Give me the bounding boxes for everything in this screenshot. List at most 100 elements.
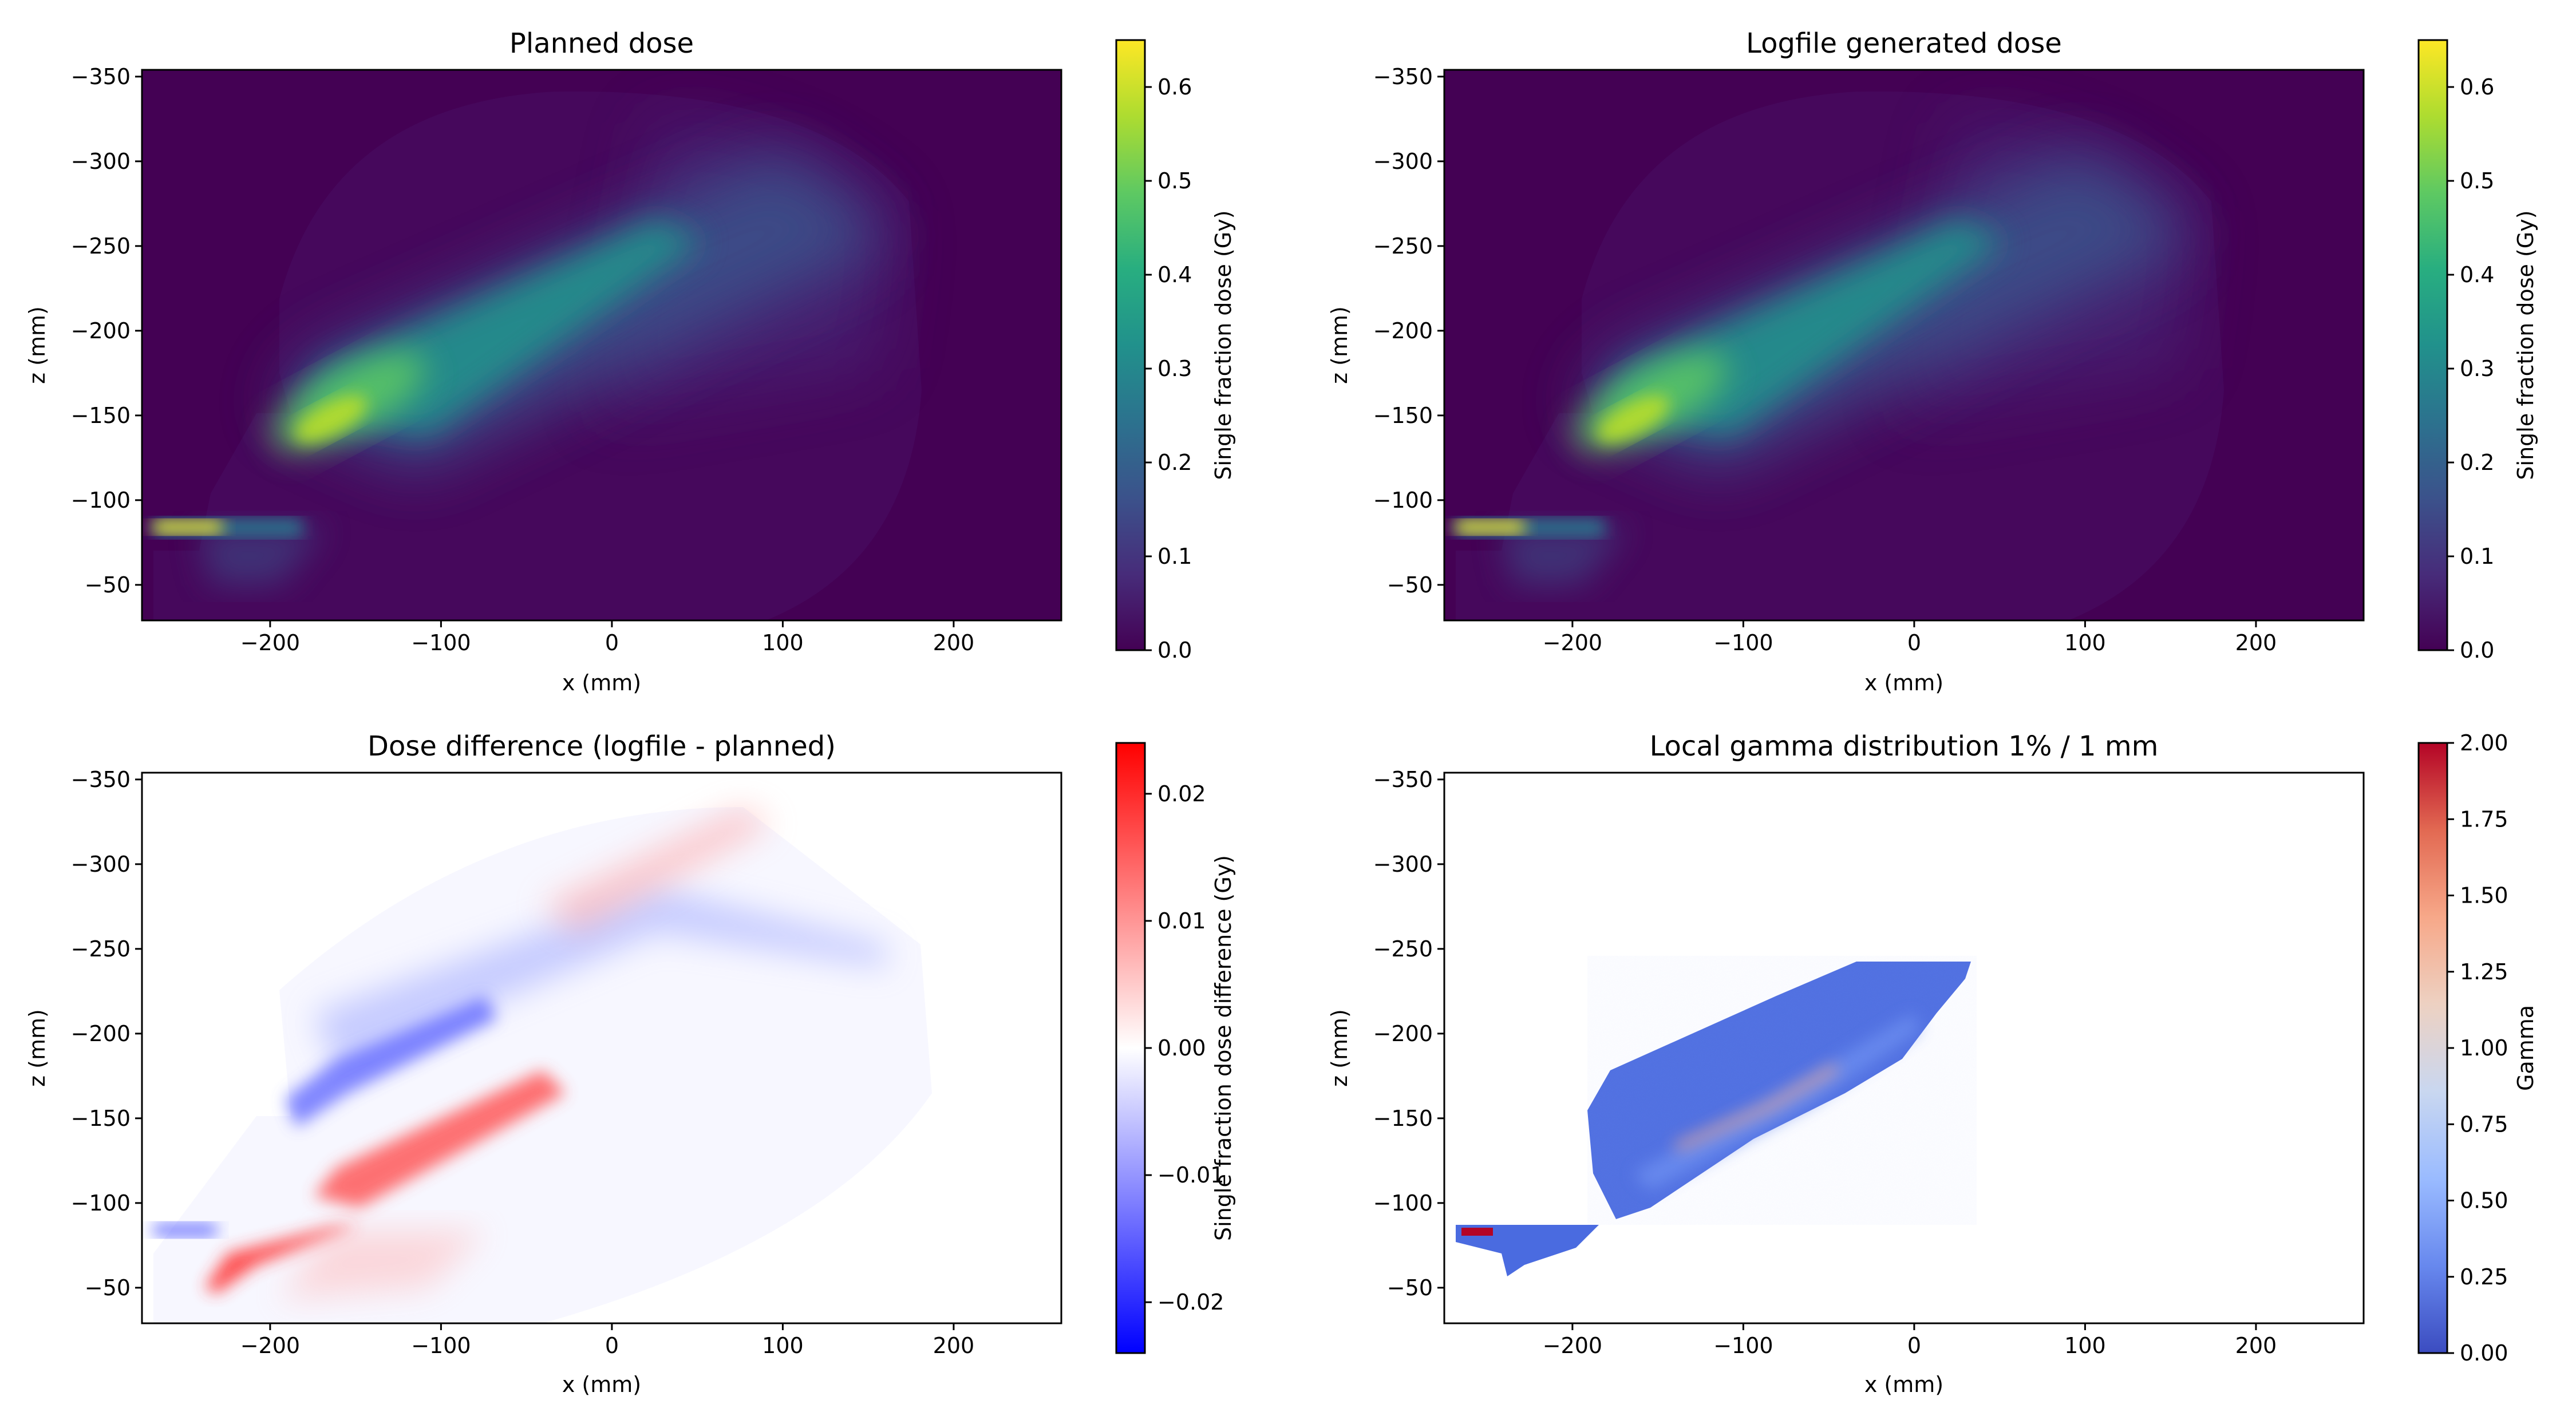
blue-band-lower (285, 996, 497, 1128)
y-axis-label: z (mm) (25, 1009, 50, 1087)
x-tick-label: −100 (1713, 630, 1773, 655)
panel-logfile-dose: Logfile generated dose −200 −100 0 100 200 −… (1327, 27, 2538, 695)
panel-title: Local gamma distribution 1% / 1 mm (1650, 730, 2159, 762)
y-axis: −350 −300 −250 −200 −150 −100 −50 (1373, 64, 1444, 598)
y-tick-label: −150 (1373, 403, 1433, 428)
colorbar-tick-label: 0.01 (1157, 908, 1206, 934)
colorbar: 0.0 0.1 0.2 0.3 0.4 0.5 0.6 Single fraction dos… (2417, 39, 2538, 663)
y-tick-label: −250 (71, 234, 131, 259)
colorbar-tick-label: 0.3 (1157, 356, 1192, 381)
colorbar-tick-label: 0.1 (1157, 544, 1192, 569)
colorbar-gradient (2417, 742, 2448, 1354)
x-axis: −200 −100 0 100 200 (240, 1323, 974, 1358)
x-tick-label: 200 (2235, 630, 2277, 655)
y-tick-label: −250 (1373, 234, 1433, 259)
x-axis-label: x (mm) (1864, 1372, 1943, 1397)
dose-hotspot (294, 395, 368, 443)
y-tick-label: −200 (71, 1021, 131, 1046)
x-axis: −200 −100 0 100 200 (1543, 620, 2277, 655)
y-tick-label: −300 (71, 149, 131, 174)
colorbar-tick-label: 0.0 (2460, 638, 2494, 663)
colorbar-gradient (2417, 39, 2448, 651)
x-tick-label: 200 (2235, 1333, 2277, 1358)
plot-area (142, 773, 1061, 1323)
gamma-noise (1587, 956, 1977, 1225)
colorbar-tick-label: 2.00 (2460, 730, 2508, 756)
x-tick-label: 0 (1907, 630, 1921, 655)
axes-frame (1443, 772, 2365, 1324)
lower-field-glow (199, 528, 325, 585)
x-axis-label: x (mm) (562, 670, 641, 695)
y-tick-label: −200 (1373, 318, 1433, 343)
axes-frame (141, 772, 1062, 1324)
red-lower-field (279, 1231, 485, 1299)
y-tick-label: −350 (1373, 767, 1433, 792)
panel-dose-difference: Dose difference (logfile - planned) −200… (25, 730, 1236, 1397)
plot-area (1444, 773, 2364, 1323)
x-axis: −200 −100 0 100 200 (1543, 1323, 2277, 1358)
colorbar-tick-label: 0.4 (2460, 262, 2494, 287)
y-tick-label: −300 (1373, 852, 1433, 877)
colorbar-gradient (1115, 39, 1146, 651)
blue-band-upper (314, 887, 886, 1070)
y-tick-label: −350 (71, 64, 131, 89)
y-axis-label: z (mm) (1327, 306, 1352, 384)
panel-title: Planned dose (509, 27, 694, 60)
colorbar-tick-label: 0.3 (2460, 356, 2494, 381)
y-axis: −350 −300 −250 −200 −150 −100 −50 (71, 64, 142, 598)
panel-local-gamma: Local gamma distribution 1% / 1 mm −200 −… (1327, 730, 2538, 1397)
x-tick-label: 0 (605, 1333, 619, 1358)
colorbar-tick-label: 0.50 (2460, 1188, 2508, 1213)
y-axis-label: z (mm) (25, 306, 50, 384)
colorbar-tick-label: 0.00 (1157, 1035, 1206, 1061)
colorbar: 0.00 0.25 0.50 0.75 1.00 1.25 1.50 1.75 2.00 Gamm… (2417, 730, 2538, 1366)
x-tick-label: 200 (933, 630, 975, 655)
dose-hotspot (1597, 395, 1670, 443)
y-axis: −350 −300 −250 −200 −150 −100 −50 (1373, 767, 1444, 1300)
x-tick-label: −200 (1543, 1333, 1602, 1358)
x-tick-label: 0 (605, 630, 619, 655)
colorbar-tick-label: 0.5 (1157, 168, 1192, 193)
x-axis-label: x (mm) (562, 1372, 641, 1397)
blue-entry (153, 1224, 216, 1236)
x-axis: −200 −100 0 100 200 (240, 620, 975, 655)
red-band-upper (543, 807, 772, 933)
plot-area (1444, 70, 2364, 620)
colorbar-tick-label: 0.0 (1157, 638, 1192, 663)
colorbar-label: Gamma (2513, 1005, 2538, 1091)
colorbar-gradient (1115, 742, 1146, 1354)
red-band-lower (314, 1070, 566, 1208)
colorbar-tick-label: 1.00 (2460, 1035, 2508, 1061)
x-tick-label: −100 (411, 1333, 471, 1358)
y-tick-label: −150 (71, 1106, 131, 1131)
axes-frame (1443, 69, 2365, 622)
x-tick-label: −200 (240, 1333, 300, 1358)
y-tick-label: −350 (71, 767, 131, 792)
y-tick-label: −50 (1387, 572, 1433, 598)
plot-area (142, 70, 1061, 620)
entry-strip-hot (153, 521, 222, 533)
colorbar-tick-label: 0.00 (2460, 1340, 2508, 1366)
x-tick-label: −200 (1543, 630, 1602, 655)
colorbar-tick-label: 0.1 (2460, 544, 2494, 569)
y-axis: −350 −300 −250 −200 −150 −100 −50 (71, 767, 142, 1300)
colorbar-tick-label: 0.2 (2460, 450, 2494, 475)
x-tick-label: 0 (1907, 1333, 1921, 1358)
colorbar-tick-label: 0.4 (1157, 262, 1192, 287)
y-tick-label: −200 (71, 318, 131, 343)
panel-title: Logfile generated dose (1746, 27, 2062, 60)
x-axis-label: x (mm) (1864, 670, 1943, 695)
colorbar-label: Single fraction dose difference (Gy) (1211, 855, 1236, 1241)
y-tick-label: −100 (1373, 1191, 1433, 1216)
colorbar-tick-label: 0.5 (2460, 168, 2494, 193)
x-tick-label: 100 (762, 1333, 804, 1358)
lower-field-glow (1502, 528, 1627, 585)
colorbar-tick-label: 1.50 (2460, 883, 2508, 908)
y-tick-label: −300 (71, 852, 131, 877)
colorbar-tick-label: 1.75 (2460, 806, 2508, 832)
y-tick-label: −250 (71, 936, 131, 962)
entry-strip-hot (1456, 521, 1524, 533)
y-tick-label: −50 (85, 572, 131, 598)
x-tick-label: −100 (411, 630, 471, 655)
